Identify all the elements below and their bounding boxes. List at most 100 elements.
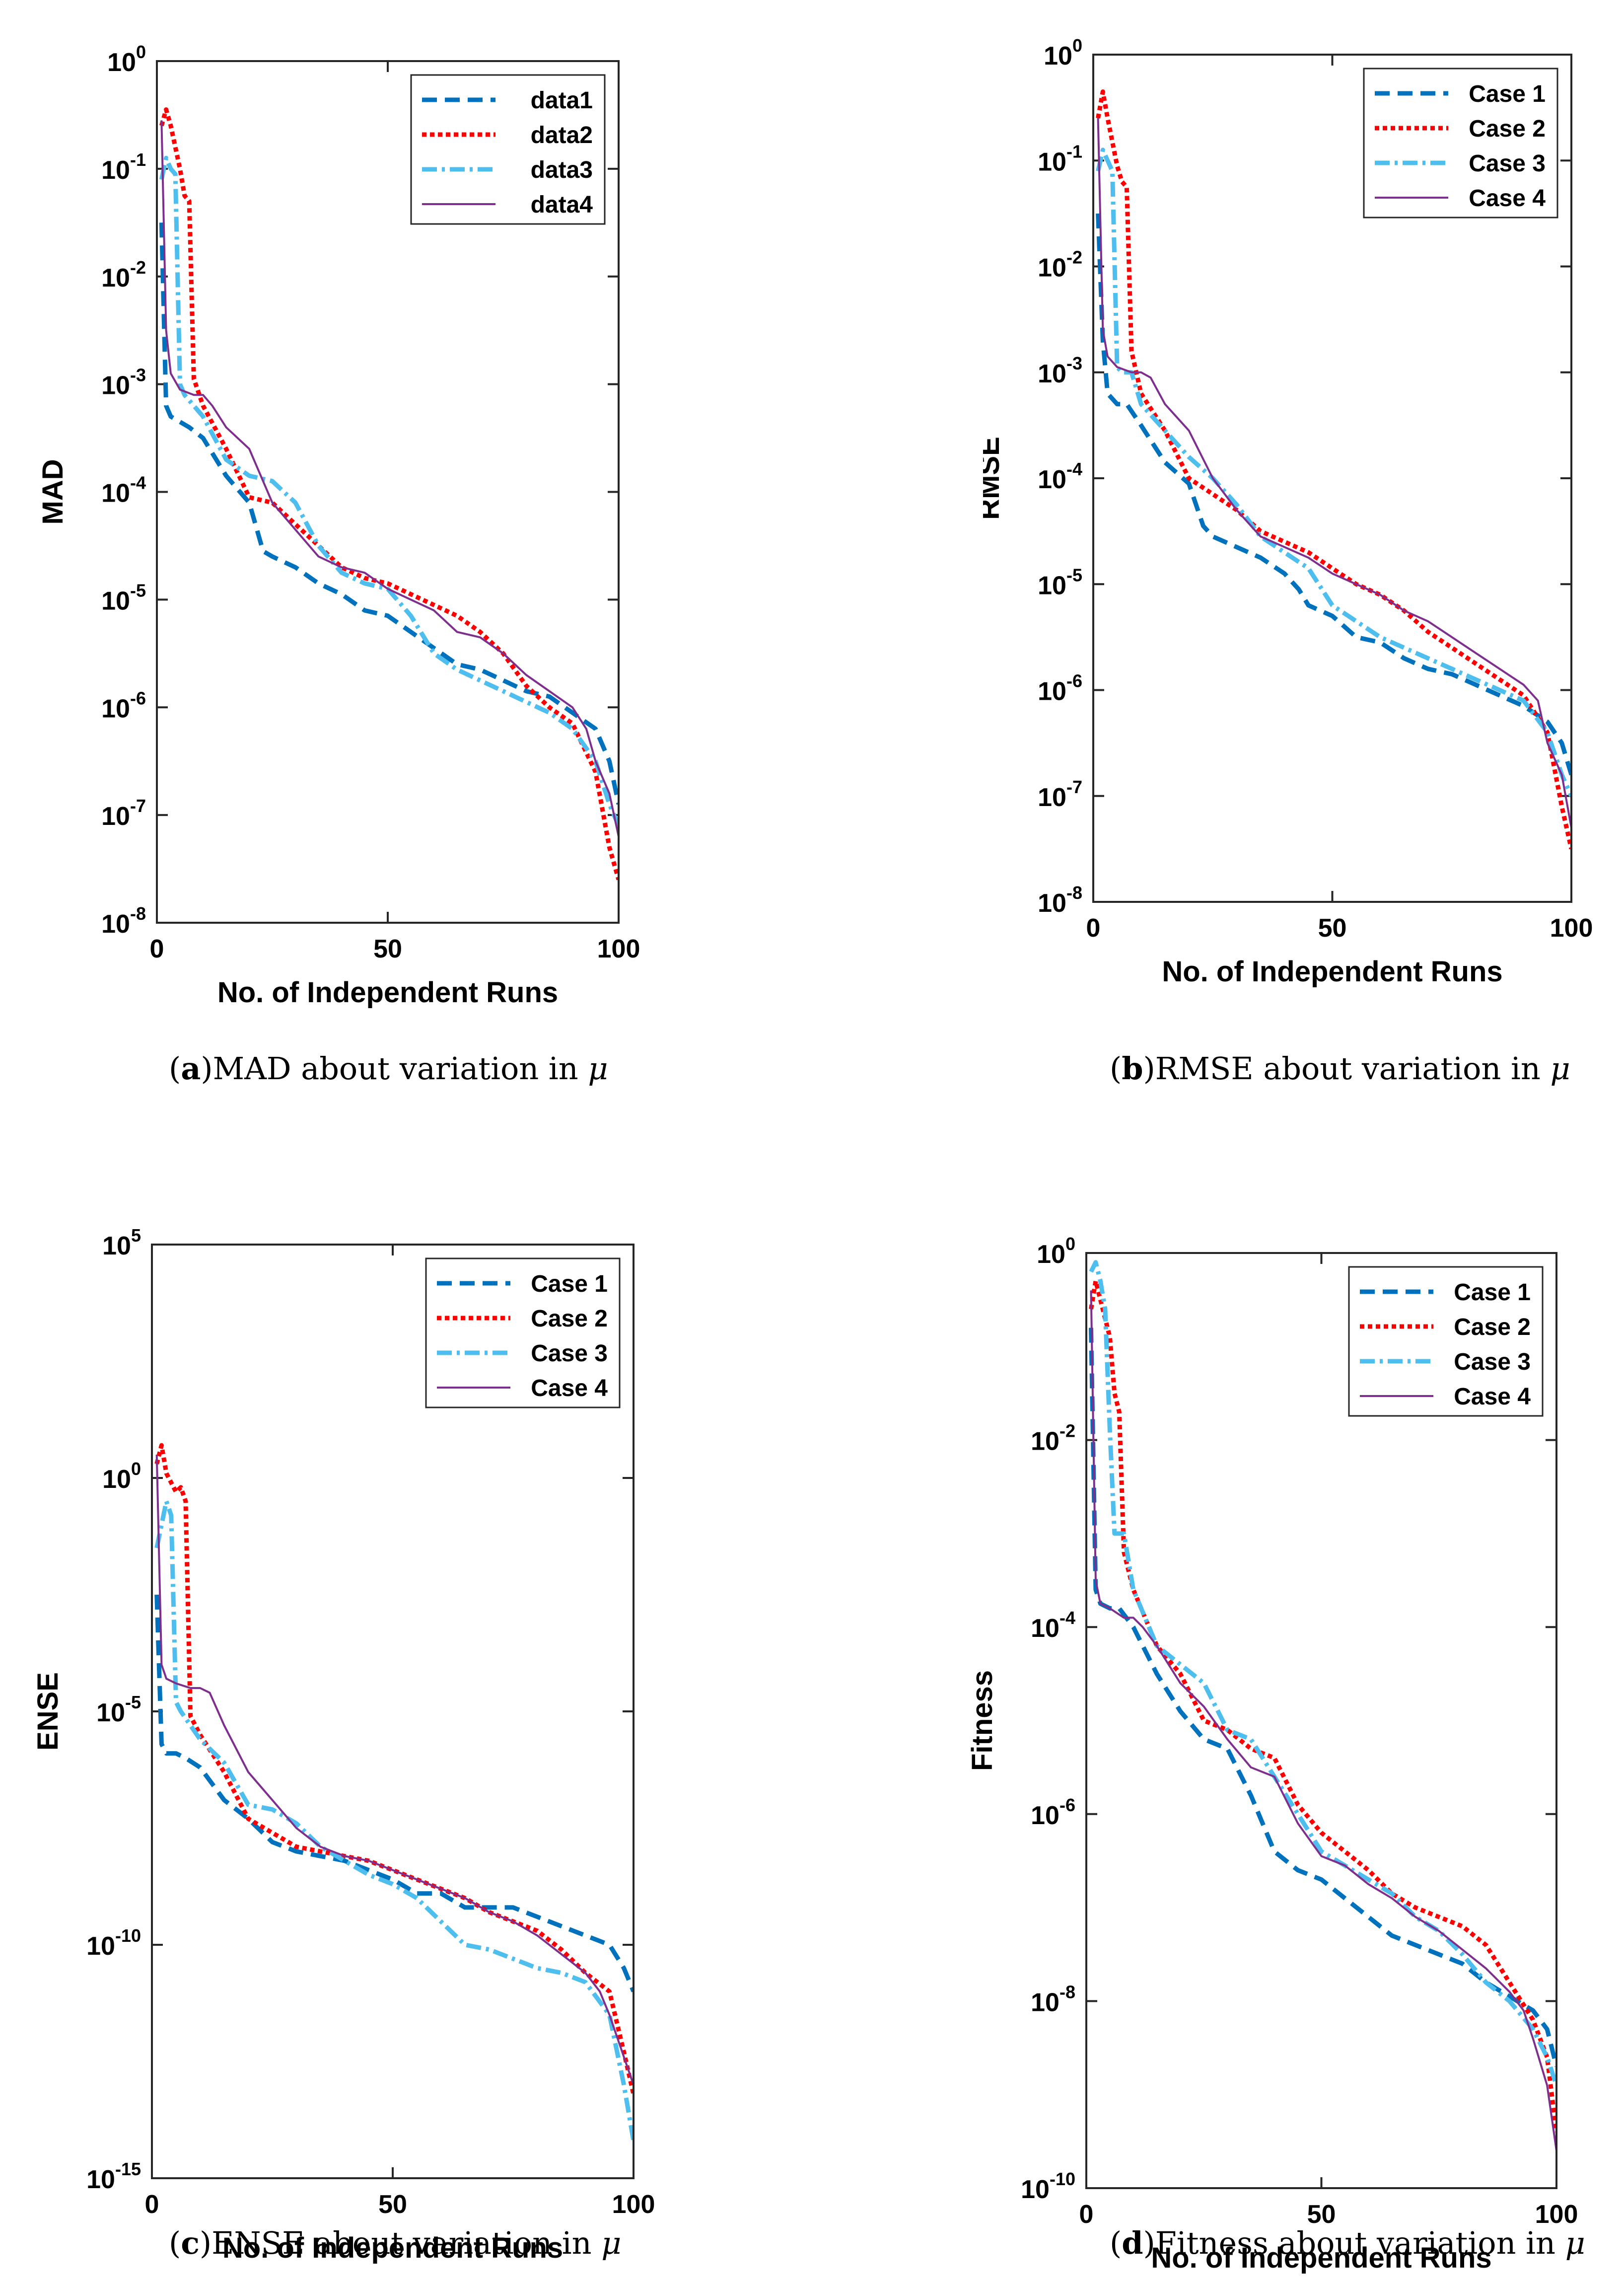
y-tick-label: 100	[1037, 1234, 1075, 1269]
series-line-4	[1090, 1290, 1556, 2151]
y-tick-label: 10-4	[1031, 1608, 1075, 1643]
caption-b: (b)RMSE about variation in μ	[1110, 1050, 1570, 1087]
y-tick-label: 10-6	[101, 688, 146, 723]
legend-label-3: Case 3	[531, 1340, 608, 1367]
series-group	[159, 107, 619, 881]
x-tick-label: 100	[597, 935, 640, 963]
legend-label-2: data2	[531, 122, 593, 148]
y-tick-label: 10-7	[101, 796, 146, 831]
series-group	[154, 1443, 634, 2141]
x-tick-label: 100	[1535, 2200, 1578, 2229]
y-tick-label: 10-6	[1038, 671, 1082, 706]
x-tick-label: 50	[1318, 914, 1347, 943]
legend-box	[410, 74, 606, 225]
legend-label-4: Case 4	[1454, 1384, 1531, 1410]
series-line-3	[1096, 147, 1571, 797]
axes-box	[151, 1244, 635, 2179]
axes-box	[156, 60, 620, 924]
legend-label-1: Case 1	[531, 1271, 608, 1297]
x-tick-label: 100	[612, 2190, 655, 2219]
axes-box	[1092, 54, 1572, 903]
y-tick-label: 10-1	[101, 149, 146, 185]
y-tick-label: 10-5	[101, 580, 146, 615]
y-tick-label: 10-10	[86, 1925, 141, 1961]
series-line-1	[1096, 213, 1571, 776]
legend-label-1: data1	[531, 87, 593, 114]
x-axis-label: No. of Independent Runs	[1162, 956, 1502, 988]
series-line-1	[159, 222, 619, 805]
legend-label-2: Case 2	[1469, 116, 1546, 142]
x-tick-label: 0	[145, 2190, 159, 2219]
y-tick-label: 10-3	[101, 365, 146, 400]
ense-chart-panel: 0 50 100 105 100 10-5 10-10 10-15 No. of Indepen…	[0, 1182, 794, 2275]
series-line-3	[154, 1499, 634, 2141]
y-axis-label: Fitness	[966, 1670, 998, 1771]
y-tick-label: 10-8	[1038, 883, 1082, 918]
chart-svg: 0 50 100 100 10-2 10-4 10-6 10-8 10-10 No. of Ind…	[966, 1234, 1578, 2274]
caption-a: (a)MAD about variation in μ	[169, 1050, 608, 1087]
series-group	[1089, 1260, 1556, 2151]
legend-label-1: Case 1	[1454, 1279, 1531, 1306]
y-tick-label: 100	[107, 42, 146, 77]
legend-label-4: data4	[531, 192, 593, 218]
x-axis-label: No. of Independent Runs	[222, 2232, 563, 2264]
series-line-1	[1089, 1327, 1556, 2067]
legend-label-4: Case 4	[531, 1375, 608, 1401]
chart-svg: 0 50 100 100 10-1 10-2 10-3 10-4 10-5 10-6 10-7 10-…	[37, 42, 640, 1009]
y-tick-label: 10-3	[1038, 353, 1082, 388]
y-tick-label: 10-4	[101, 473, 146, 508]
legend-label-2: Case 2	[531, 1306, 608, 1332]
series-line-4	[160, 120, 619, 837]
x-tick-label: 50	[373, 935, 402, 963]
y-tick-label: 10-2	[1038, 247, 1082, 283]
y-tick-label: 10-8	[1031, 1982, 1075, 2017]
y-tick-label: 10-4	[1038, 459, 1082, 494]
legend-label-3: Case 3	[1469, 150, 1546, 177]
y-tick-label: 10-15	[86, 2159, 141, 2194]
y-tick-label: 10-5	[96, 1692, 141, 1727]
legend-box	[425, 1257, 621, 1408]
legend-label-2: Case 2	[1454, 1314, 1531, 1340]
chart-svg: 0 50 100 105 100 10-5 10-10 10-15 No. of Indepen…	[32, 1225, 655, 2264]
y-tick-label: 10-7	[1038, 777, 1082, 812]
legend-label-3: Case 3	[1454, 1349, 1531, 1375]
y-tick-label: 10-6	[1031, 1795, 1075, 1830]
x-tick-label: 0	[1079, 2200, 1094, 2229]
y-tick-label: 100	[1044, 35, 1082, 71]
y-tick-label: 10-1	[1038, 141, 1082, 176]
y-tick-label: 10-8	[101, 903, 146, 939]
y-axis-label: MAD	[37, 459, 69, 524]
mad-chart-panel: 0 50 100 100 10-1 10-2 10-3 10-4 10-5 10-6 10-7 10-…	[0, 0, 794, 1083]
y-tick-label: 100	[102, 1459, 141, 1494]
legend-box	[1348, 1266, 1544, 1417]
x-tick-label: 50	[1307, 2200, 1336, 2229]
series-line-4	[155, 1454, 634, 2085]
y-tick-label: 10-5	[1038, 565, 1082, 600]
x-tick-label: 50	[378, 2190, 407, 2219]
caption-d: (d)Fitness about variation in μ	[1110, 2225, 1585, 2261]
legend-label-1: Case 1	[1469, 81, 1546, 107]
axes-box	[1085, 1252, 1557, 2189]
x-tick-label: 0	[1086, 914, 1101, 943]
y-tick-label: 105	[102, 1225, 141, 1260]
y-axis-label: ENSE	[32, 1672, 64, 1751]
x-axis-label: No. of Independent Runs	[217, 976, 558, 1009]
y-tick-label: 10-2	[1031, 1421, 1075, 1456]
y-tick-label: 10-2	[101, 257, 146, 293]
legend-label-3: data3	[531, 157, 593, 183]
legend-label-4: Case 4	[1469, 185, 1546, 212]
series-line-2	[159, 107, 619, 881]
y-tick-label: 10-10	[1021, 2169, 1075, 2204]
series-line-3	[159, 155, 619, 827]
x-tick-label: 0	[150, 935, 164, 963]
x-tick-label: 100	[1550, 914, 1593, 943]
x-axis-label: No. of Independent Runs	[1151, 2242, 1491, 2274]
fitness-chart-panel: 0 50 100 100 10-2 10-4 10-6 10-8 10-10 No. of Ind…	[953, 1182, 1624, 2275]
y-axis-label: RMSE	[983, 437, 1005, 520]
chart-svg: 0 50 100 100 10-1 10-2 10-3 10-4 10-5 10-6 10-7 10-…	[983, 35, 1593, 988]
legend-box	[1363, 68, 1558, 219]
caption-c: (c)ENSE about variation in μ	[169, 2225, 622, 2261]
series-line-2	[1089, 1279, 1556, 2133]
series-group	[1096, 89, 1571, 850]
series-line-4	[1097, 118, 1571, 828]
